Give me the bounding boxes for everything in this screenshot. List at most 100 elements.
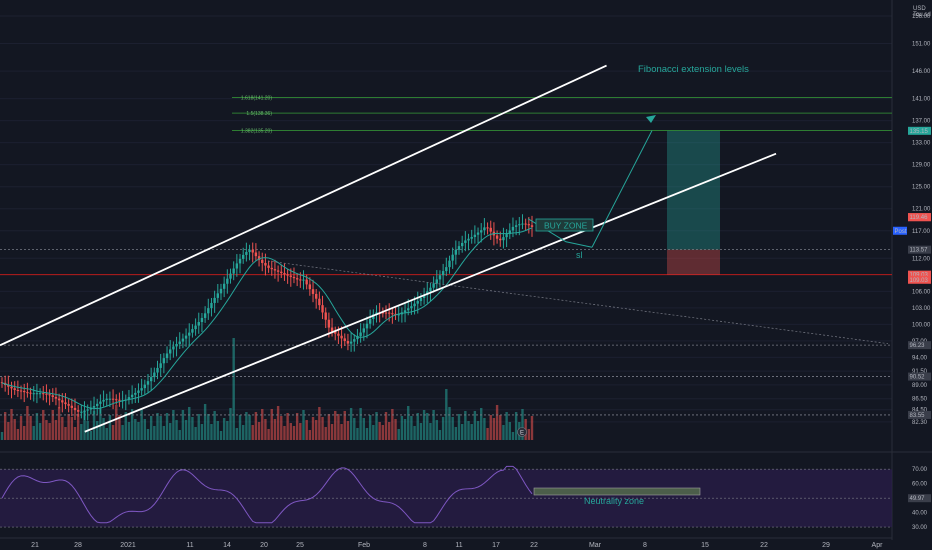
volume-bar xyxy=(381,425,385,440)
candle xyxy=(334,326,337,341)
volume-bar xyxy=(353,418,356,440)
candle xyxy=(38,388,42,399)
time-axis[interactable]: 21 28 2021 11 14 20 25 Feb 8 11 17 22 Mar 8 15 22 29 Apr xyxy=(0,537,892,549)
volume-bar xyxy=(232,338,235,440)
candle xyxy=(346,333,350,351)
candle-body xyxy=(178,341,181,344)
candle xyxy=(238,253,242,274)
price-tick-label: 151.00 xyxy=(912,42,931,48)
candle-body xyxy=(334,331,337,334)
profit-zone[interactable] xyxy=(667,130,720,250)
volume-bar xyxy=(340,424,343,440)
volume-bar xyxy=(118,415,121,440)
price-badge-label: 83.55 xyxy=(910,413,926,419)
candle xyxy=(502,227,505,249)
volume-bar xyxy=(140,409,143,440)
candle-body xyxy=(460,242,464,247)
time-tick-label: 8 xyxy=(423,542,427,549)
candle xyxy=(280,264,283,278)
candle xyxy=(134,387,137,404)
volume-bar xyxy=(372,425,375,440)
candle-body xyxy=(441,271,445,276)
candle xyxy=(207,298,210,320)
buy-zone-label: BUY ZONE xyxy=(544,221,588,231)
candle-body xyxy=(216,293,220,298)
channel-upper-line[interactable] xyxy=(0,64,607,347)
fib-level-label: 1.618(141.20) xyxy=(241,96,272,102)
volume-bar xyxy=(203,404,207,440)
candle-body xyxy=(435,279,438,284)
candle-body xyxy=(159,363,162,368)
volume-bar xyxy=(64,427,67,440)
candle-body xyxy=(432,283,435,288)
volume-bar xyxy=(480,408,483,440)
candle-body xyxy=(219,288,223,294)
volume-bar xyxy=(476,421,480,440)
volume-bar xyxy=(241,425,245,440)
earnings-event-icon[interactable] xyxy=(517,427,527,437)
long-position-tool[interactable] xyxy=(667,130,720,275)
candle-body xyxy=(289,275,293,277)
candle-body xyxy=(23,391,26,393)
candle-body xyxy=(359,332,362,337)
volume-bar xyxy=(289,423,293,440)
volume-bar xyxy=(70,417,74,440)
candle xyxy=(476,227,480,244)
candle xyxy=(83,401,86,420)
candle-body xyxy=(226,278,229,284)
candle xyxy=(32,386,35,402)
candle xyxy=(80,404,83,419)
earnings-event-label: E xyxy=(520,431,524,437)
dotted-trend-line[interactable] xyxy=(267,260,889,344)
candle-body xyxy=(99,401,102,404)
candle xyxy=(527,216,531,234)
time-tick-label: 29 xyxy=(822,542,830,549)
price-tick-label: 121.00 xyxy=(912,207,931,213)
volume-bar xyxy=(429,423,432,440)
price-tick-label: 94.00 xyxy=(912,355,928,361)
volume-bar xyxy=(197,414,200,440)
projection-arrow-line[interactable] xyxy=(591,130,653,248)
volume-bar xyxy=(235,428,239,440)
volume-bar xyxy=(7,422,10,440)
candle xyxy=(16,380,20,398)
candle-body xyxy=(292,276,296,279)
candle-body xyxy=(197,322,200,326)
candle-body xyxy=(238,258,242,264)
volume-bar xyxy=(96,421,99,440)
candle xyxy=(353,334,356,352)
candle-body xyxy=(35,393,39,395)
candle xyxy=(149,367,153,392)
candle-body xyxy=(140,388,143,391)
candle xyxy=(464,231,467,252)
channel-lower-line[interactable] xyxy=(84,152,777,433)
candle xyxy=(200,312,204,332)
candle-body xyxy=(308,284,312,290)
rsi-line xyxy=(1,465,533,524)
trend-drawings[interactable] xyxy=(0,64,889,433)
volume-bar xyxy=(245,412,248,440)
candle xyxy=(216,283,220,303)
candle xyxy=(318,291,321,311)
volume-bar xyxy=(324,427,327,440)
candle-body xyxy=(454,249,458,255)
price-tick-label: 103.00 xyxy=(912,306,931,312)
volume-bar xyxy=(254,412,258,440)
candle-body xyxy=(327,319,331,328)
candle-body xyxy=(416,301,419,304)
time-tick-label: Feb xyxy=(358,542,370,549)
loss-zone[interactable] xyxy=(667,249,720,275)
candle xyxy=(511,217,515,238)
volume-bar xyxy=(216,421,220,440)
candle-body xyxy=(419,297,423,302)
volume-bar xyxy=(299,423,302,440)
candle-body xyxy=(175,343,178,347)
volume-bar xyxy=(492,418,496,440)
neutrality-zone-box xyxy=(533,487,701,496)
candle xyxy=(96,398,99,415)
candle xyxy=(156,360,159,380)
candle-body xyxy=(203,313,207,318)
volume-bar xyxy=(470,424,473,440)
